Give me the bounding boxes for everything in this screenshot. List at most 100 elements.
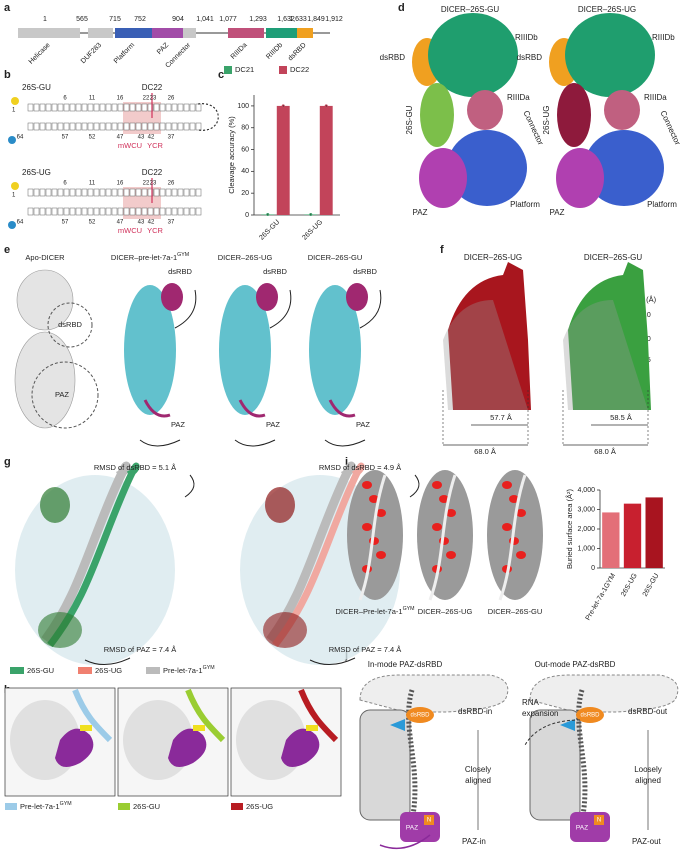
nucleotide xyxy=(117,207,124,216)
rna-strand xyxy=(298,688,339,743)
highlight xyxy=(80,725,92,731)
label: 23 xyxy=(150,96,157,102)
annotation: RMSD of PAZ = 7.4 Å xyxy=(329,645,402,654)
map-title: DICER–26S-UG xyxy=(578,5,636,14)
end-marker xyxy=(8,221,16,229)
surface xyxy=(487,470,543,600)
label: 1 xyxy=(12,193,16,199)
dashed-outline xyxy=(31,361,99,429)
label: 6 xyxy=(63,96,67,102)
contact-patch xyxy=(502,523,512,531)
rna xyxy=(498,474,527,601)
expansion-arrow xyxy=(524,719,581,746)
dicer-body xyxy=(359,709,411,821)
nucleotide xyxy=(159,207,166,216)
nucleotide xyxy=(81,122,88,131)
panel-label: i xyxy=(345,456,348,468)
nucleotide xyxy=(27,188,34,197)
y-tick-label: 0 xyxy=(591,565,595,572)
nucleotide xyxy=(177,188,184,197)
domain-label: dsRBD xyxy=(517,53,543,62)
phosphate xyxy=(11,97,19,105)
y-tick-label: 0 xyxy=(245,212,249,219)
nucleotide xyxy=(93,103,100,112)
y-tick-label: 4,000 xyxy=(577,487,595,494)
nucleotide xyxy=(129,207,136,216)
paz xyxy=(263,612,307,648)
density-domain xyxy=(428,13,518,97)
domain-name: dsRBD xyxy=(287,42,308,63)
nucleotide xyxy=(105,207,112,216)
nucleotide xyxy=(33,188,40,197)
label: 42 xyxy=(148,135,155,141)
label: 64 xyxy=(17,220,24,226)
label: PAZ xyxy=(576,825,588,832)
legend-label: DC21 xyxy=(235,65,254,74)
nucleotide xyxy=(195,207,202,216)
nucleotide xyxy=(87,122,94,131)
nucleotide xyxy=(147,122,154,131)
label: dsRBD xyxy=(168,267,192,276)
label: dsRBD xyxy=(580,713,600,719)
nucleotide xyxy=(69,103,76,112)
domain-label: 26S-GU xyxy=(405,105,414,134)
y-tick-label: 20 xyxy=(241,190,249,197)
label: 37 xyxy=(168,135,175,141)
residue-number: 1 xyxy=(43,16,47,23)
legend-swatch xyxy=(5,803,17,810)
motion-arrow xyxy=(309,657,356,665)
label-superscript: GYM xyxy=(403,606,415,612)
density-domain xyxy=(556,148,604,208)
nucleotide xyxy=(183,122,190,131)
motion-arrow xyxy=(409,474,420,498)
map-title: DICER–26S-GU xyxy=(584,253,642,262)
nucleotide xyxy=(153,103,160,112)
nucleotide xyxy=(141,103,148,112)
legend-label: 26S-UG xyxy=(95,666,122,675)
y-tick-label: 60 xyxy=(241,146,249,153)
nucleotide xyxy=(81,188,88,197)
nucleotide xyxy=(123,103,130,112)
nucleotide xyxy=(129,103,136,112)
nucleotide xyxy=(69,207,76,216)
dicer-body xyxy=(529,709,581,821)
blue-wedge xyxy=(560,719,575,731)
label: 16 xyxy=(117,181,124,187)
nucleotide xyxy=(105,188,112,197)
nucleotide xyxy=(165,103,172,112)
nucleotide xyxy=(111,122,118,131)
nucleotide xyxy=(39,188,46,197)
density-map xyxy=(448,262,531,410)
label: PAZ xyxy=(55,390,69,399)
label: 16 xyxy=(117,96,124,102)
measure: 68.0 Å xyxy=(474,447,496,456)
surface xyxy=(417,470,473,600)
structure-title: DICER–pre-let-7a-1GYM xyxy=(111,252,189,262)
label: 22 xyxy=(143,96,150,102)
structure xyxy=(14,331,76,429)
legend-swatch xyxy=(118,803,130,810)
nucleotide xyxy=(171,207,178,216)
nucleotide xyxy=(33,207,40,216)
bar xyxy=(645,497,663,568)
nucleotide xyxy=(129,188,136,197)
nucleotide xyxy=(57,103,64,112)
nucleotide xyxy=(51,207,58,216)
domain-name: Helicase xyxy=(28,42,52,66)
label: dsRBD xyxy=(58,320,82,329)
nucleotide xyxy=(117,188,124,197)
phosphate xyxy=(11,182,19,190)
label: dsRBD xyxy=(263,267,287,276)
density-domain xyxy=(557,83,591,147)
nucleotide xyxy=(111,188,118,197)
nucleotide xyxy=(165,207,172,216)
nucleotide xyxy=(99,207,106,216)
nucleotide xyxy=(93,122,100,131)
domain-box xyxy=(115,28,152,38)
annotation: RMSD of dsRBD = 4.9 Å xyxy=(319,463,401,472)
y-axis-label: Buried surface area (Å²) xyxy=(565,488,574,569)
motion-arrow xyxy=(359,289,382,329)
nucleotide xyxy=(159,103,166,112)
nucleotide xyxy=(51,188,58,197)
label: N xyxy=(597,818,601,824)
